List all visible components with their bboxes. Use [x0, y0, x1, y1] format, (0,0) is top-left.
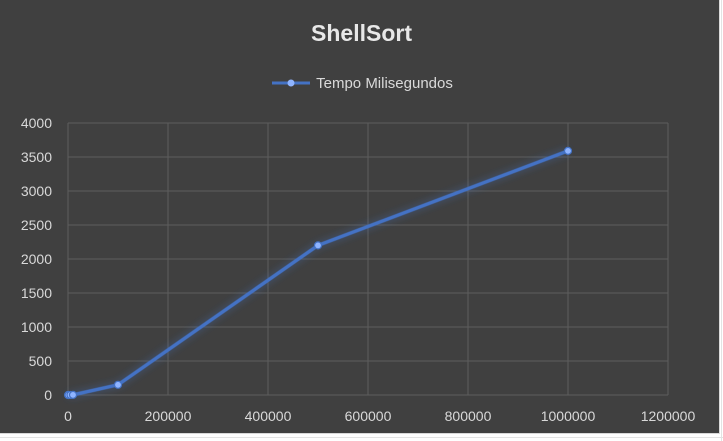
sheet-gridline: [721, 0, 722, 441]
y-tick-label: 2000: [21, 251, 52, 267]
x-tick-label: 400000: [245, 408, 292, 424]
x-tick-label: 600000: [345, 408, 392, 424]
y-tick-label: 3500: [21, 149, 52, 165]
legend-label: Tempo Milisegundos: [316, 74, 453, 92]
data-point: [113, 380, 123, 389]
series-line: [67, 149, 569, 397]
y-tick-label: 2500: [21, 217, 52, 233]
legend: Tempo Milisegundos: [0, 74, 723, 92]
legend-marker-icon: [272, 79, 311, 87]
x-tick-label: 200000: [145, 408, 192, 424]
y-tick-label: 4000: [21, 115, 52, 131]
y-tick-label: 1000: [21, 319, 52, 335]
x-tick-label: 0: [64, 408, 72, 424]
data-point: [313, 241, 323, 250]
y-tick-label: 500: [29, 353, 53, 369]
y-tick-label: 0: [44, 387, 52, 403]
sheet-gridline: [0, 437, 723, 438]
y-tick-label: 3000: [21, 183, 52, 199]
data-point: [68, 390, 78, 399]
chart-title: ShellSort: [311, 20, 412, 46]
x-tick-label: 1200000: [641, 408, 696, 424]
data-point: [563, 146, 573, 155]
y-tick-label: 1500: [21, 285, 52, 301]
series-line-glow: [68, 149, 569, 397]
x-tick-label: 1000000: [541, 408, 596, 424]
x-tick-label: 800000: [445, 408, 492, 424]
